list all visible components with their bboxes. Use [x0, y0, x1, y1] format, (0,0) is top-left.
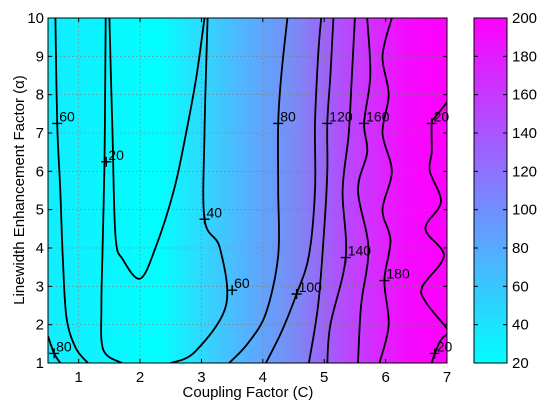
colorbar-ticks: 20 40 60 80 100 120 140 160 180 200: [474, 10, 537, 372]
contour-label-marker: [291, 289, 302, 299]
y-axis-ticks: 1 2 3 4 5 6 7 8 9 10: [27, 10, 447, 372]
contour-line-120: [308, 18, 335, 363]
y-tick-label: 1: [36, 355, 44, 372]
contour-line-200: [430, 333, 447, 363]
x-tick-label: 2: [136, 369, 144, 386]
contour-label-marker: [322, 118, 333, 129]
y-tick-label: 6: [36, 163, 44, 180]
contour-label-20: 20: [108, 147, 124, 163]
plot-area: 20 40 60 60 80 80 100 120 140 160 180 20 20: [47, 17, 453, 364]
y-axis-label: Linewidth Enhancement Factor (α): [11, 75, 28, 305]
contour-line-40: [108, 18, 206, 280]
contour-label-200: 20: [437, 338, 453, 354]
colorbar-tick-label: 60: [512, 278, 529, 295]
contour-lines: [48, 18, 447, 363]
contour-label-marker: [101, 156, 112, 167]
y-tick-label: 8: [36, 87, 44, 104]
contour-label-marker: [340, 252, 351, 263]
contour-label-marker: [227, 285, 238, 296]
colorbar-tick-label: 20: [512, 355, 529, 372]
contour-line-60: [170, 18, 229, 363]
x-tick-label: 5: [320, 369, 328, 386]
colorbar-tick-label: 200: [512, 10, 537, 27]
contour-label-80: 80: [56, 338, 72, 354]
x-axis-ticks: 1 2 3 4 5 6 7: [75, 18, 451, 386]
contour-label-60: 60: [59, 108, 75, 124]
contour-label-80: 80: [280, 108, 296, 124]
y-tick-label: 9: [36, 48, 44, 65]
grid-lines: [48, 17, 448, 364]
colorbar: 20 40 60 80 100 120 140 160 180 200: [473, 10, 537, 372]
contour-labels: 20 40 60 60 80 80 100 120 140 160 180 20 20: [49, 108, 453, 359]
contour-line-80: [228, 18, 289, 363]
x-tick-label: 7: [443, 369, 451, 386]
contour-line-100: [265, 18, 323, 363]
contour-label-100: 100: [299, 279, 323, 295]
x-tick-label: 1: [75, 369, 83, 386]
contour-label-marker: [49, 348, 60, 359]
y-tick-label: 10: [27, 10, 44, 27]
contour-line-20: [100, 18, 123, 363]
contour-label-marker: [426, 118, 437, 129]
y-tick-label: 7: [36, 125, 44, 142]
contour-label-40: 40: [207, 204, 223, 220]
y-tick-label: 4: [36, 240, 44, 257]
colorbar-tick-label: 80: [512, 240, 529, 257]
contour-label-marker: [199, 214, 210, 225]
contour-label-120: 120: [329, 108, 353, 124]
contour-label-marker: [429, 348, 440, 359]
contour-line-60: [54, 18, 89, 363]
x-tick-label: 3: [197, 369, 205, 386]
contour-label-140: 140: [348, 243, 372, 259]
contour-line-160: [357, 18, 372, 363]
x-tick-label: 6: [381, 369, 389, 386]
x-tick-label: 4: [259, 369, 267, 386]
colorbar-tick-label: 140: [512, 125, 537, 142]
contour-label-200: 20: [434, 108, 450, 124]
colorbar-tick-label: 40: [512, 317, 529, 334]
plot-frame: [47, 17, 448, 364]
colorbar-tick-label: 180: [512, 48, 537, 65]
contour-label-marker: [52, 118, 63, 129]
contour-label-marker: [359, 118, 370, 129]
contour-label-marker: [379, 275, 390, 286]
y-tick-label: 5: [36, 202, 44, 219]
contour-line-180: [378, 18, 393, 363]
contour-label-60: 60: [234, 275, 250, 291]
contour-label-160: 160: [366, 108, 390, 124]
y-tick-label: 2: [36, 317, 44, 334]
colorbar-gradient: [473, 17, 508, 364]
colorbar-tick-label: 100: [512, 202, 537, 219]
colorbar-tick-label: 160: [512, 87, 537, 104]
contour-label-180: 180: [386, 266, 410, 282]
colorbar-tick-label: 120: [512, 163, 537, 180]
contour-label-marker: [273, 118, 284, 129]
contour-line-140: [326, 18, 356, 363]
x-axis-label: Coupling Factor (C): [183, 384, 314, 401]
y-tick-label: 3: [36, 278, 44, 295]
